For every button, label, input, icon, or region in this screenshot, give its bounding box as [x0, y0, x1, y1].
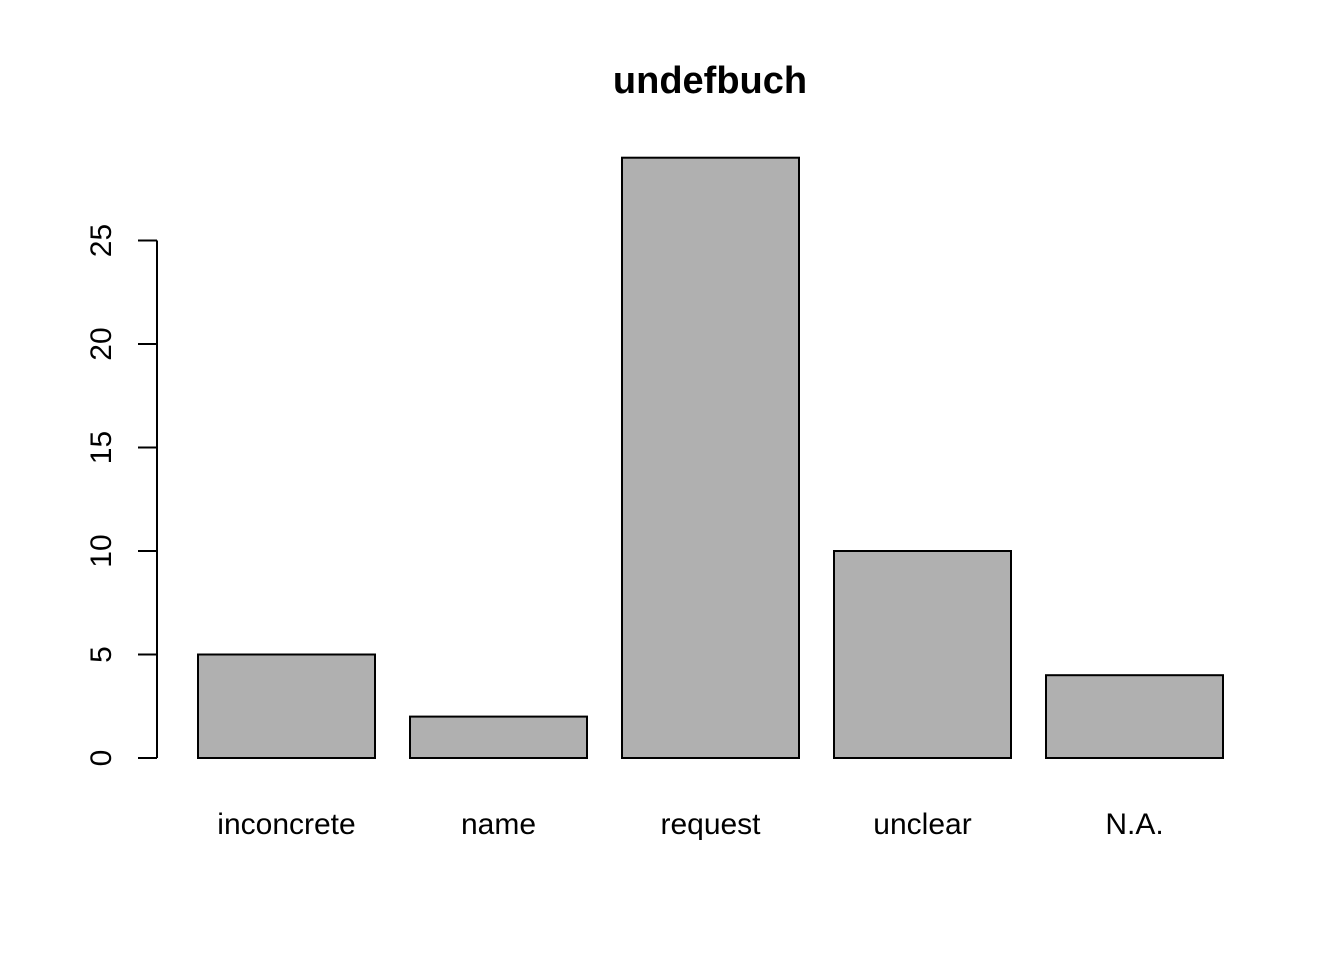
category-label: request	[660, 808, 761, 841]
bar-name	[409, 715, 588, 759]
bar-unclear	[833, 550, 1012, 759]
category-label: N.A.	[1105, 808, 1163, 841]
y-tick-label: 10	[85, 534, 118, 567]
category-labels: inconcrete name request unclear N.A.	[217, 808, 1163, 841]
category-label: unclear	[873, 808, 971, 841]
category-label: name	[461, 808, 536, 841]
y-tick-label: 15	[85, 431, 118, 464]
y-tick-label: 0	[85, 750, 118, 767]
y-tick-label: 25	[85, 224, 118, 257]
category-label: inconcrete	[217, 808, 355, 841]
bars	[197, 156, 1224, 760]
y-tick-label: 20	[85, 327, 118, 360]
bar-inconcrete	[197, 653, 376, 759]
chart-title: undefbuch	[613, 60, 807, 102]
y-tick-label: 5	[85, 646, 118, 663]
bar-request	[621, 156, 800, 759]
y-axis: 0 5 10 15 20 25	[85, 224, 158, 767]
bar-n-a	[1045, 674, 1224, 760]
